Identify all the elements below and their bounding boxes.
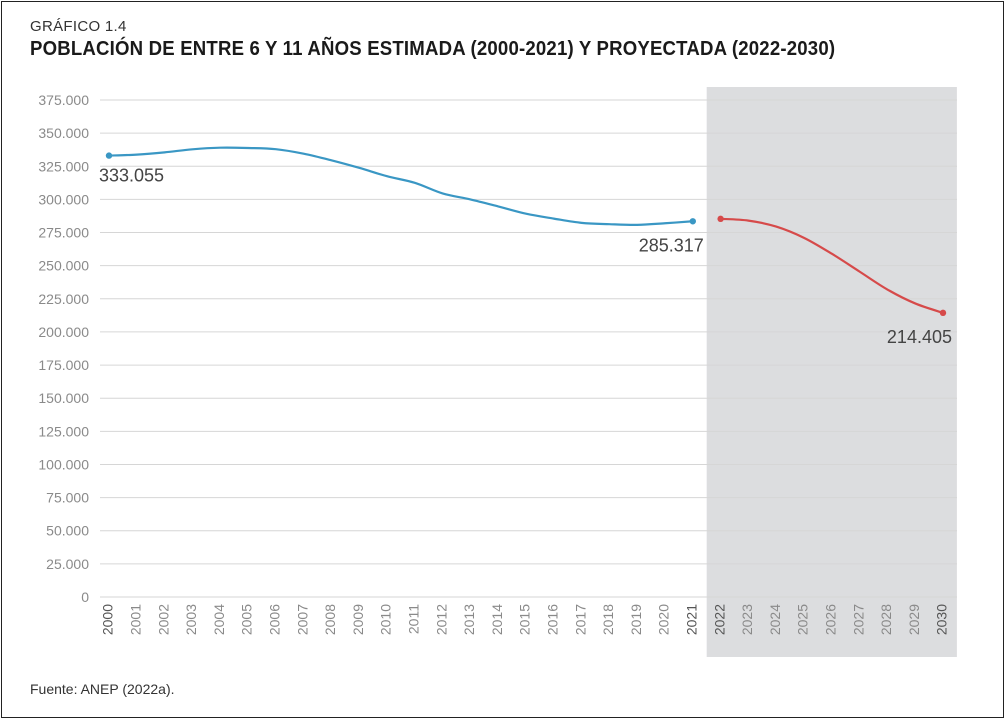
y-tick-label: 125.000 xyxy=(38,423,89,439)
x-tick-label: 2016 xyxy=(545,604,561,635)
x-tick-label: 2005 xyxy=(239,604,255,635)
x-tick-label: 2029 xyxy=(906,604,922,635)
x-tick-label: 2027 xyxy=(850,604,866,635)
x-tick-label: 2015 xyxy=(517,604,533,635)
x-tick-label: 2024 xyxy=(767,604,783,635)
chart-kicker: GRÁFICO 1.4 xyxy=(30,18,127,35)
y-tick-label: 325.000 xyxy=(38,158,89,174)
y-tick-label: 25.000 xyxy=(46,556,89,572)
y-tick-label: 300.000 xyxy=(38,191,89,207)
y-tick-label: 150.000 xyxy=(38,390,89,406)
data-label: 333.055 xyxy=(99,166,164,186)
projection-shaded-area xyxy=(706,87,957,657)
y-tick-label: 250.000 xyxy=(38,258,89,274)
y-tick-label: 75.000 xyxy=(46,490,89,506)
y-tick-label: 50.000 xyxy=(46,523,89,539)
x-tick-label: 2023 xyxy=(739,604,755,635)
x-tick-label: 2018 xyxy=(600,604,616,635)
x-tick-label: 2026 xyxy=(823,604,839,635)
x-tick-label: 2002 xyxy=(155,604,171,635)
x-tick-label: 2011 xyxy=(406,604,422,634)
data-point xyxy=(689,218,696,225)
source-note: Fuente: ANEP (2022a). xyxy=(30,681,175,697)
data-point xyxy=(105,152,113,159)
x-tick-label: 2013 xyxy=(461,604,477,635)
data-point xyxy=(939,309,947,317)
x-tick-label: 2017 xyxy=(572,604,588,635)
x-tick-label: 2008 xyxy=(322,604,338,635)
y-tick-label: 350.000 xyxy=(38,125,89,141)
x-tick-label: 2025 xyxy=(795,604,811,635)
x-tick-label: 2006 xyxy=(267,604,283,635)
grid-lines xyxy=(100,99,957,598)
x-tick-label: 2012 xyxy=(433,604,449,635)
x-tick-label: 2021 xyxy=(684,604,700,635)
x-tick-label: 2003 xyxy=(183,604,199,635)
x-tick-label: 2014 xyxy=(489,604,505,635)
x-axis-tick-labels: 2000 2001 2002 2003 2004 2005 2006 2007 2008 2009… xyxy=(100,604,950,635)
x-tick-label: 2019 xyxy=(628,604,644,635)
x-tick-label: 2001 xyxy=(128,604,144,635)
x-tick-label: 2022 xyxy=(711,604,727,635)
x-tick-label: 2028 xyxy=(878,604,894,635)
y-tick-label: 200.000 xyxy=(38,324,89,340)
y-tick-label: 0 xyxy=(81,589,89,605)
x-tick-label: 2010 xyxy=(378,604,394,635)
x-tick-label: 2007 xyxy=(294,604,310,635)
x-tick-label: 2020 xyxy=(656,604,672,635)
data-labels: 333.055 285.317 214.405 xyxy=(99,166,952,347)
y-tick-label: 275.000 xyxy=(38,225,89,241)
x-tick-label: 2004 xyxy=(211,604,227,635)
chart-title: POBLACIÓN DE ENTRE 6 Y 11 AÑOS ESTIMADA … xyxy=(30,38,836,60)
y-tick-label: 225.000 xyxy=(38,291,89,307)
y-tick-label: 100.000 xyxy=(38,456,89,472)
series-line xyxy=(108,146,693,226)
series-line xyxy=(720,217,944,314)
data-point xyxy=(717,215,724,223)
data-label: 214.405 xyxy=(887,327,952,347)
data-label: 285.317 xyxy=(639,235,704,255)
series-lines xyxy=(105,146,947,317)
y-tick-label: 375.000 xyxy=(38,92,89,108)
x-tick-label: 2000 xyxy=(100,604,116,635)
y-tick-label: 175.000 xyxy=(38,357,89,373)
x-tick-label: 2030 xyxy=(934,604,950,635)
x-tick-label: 2009 xyxy=(350,604,366,635)
y-axis-tick-labels: 0 25.000 50.000 75.000 100.000 125.000 150.000… xyxy=(38,92,89,605)
